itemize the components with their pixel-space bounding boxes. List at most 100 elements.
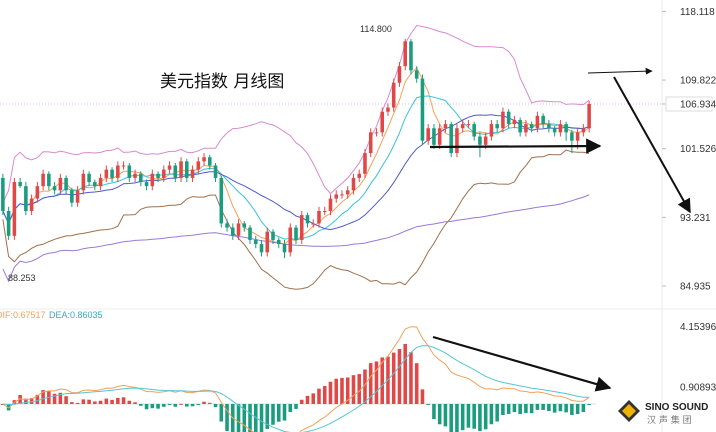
candle-body	[116, 165, 120, 178]
candle-body	[535, 115, 540, 129]
macd-bar	[443, 403, 448, 427]
logo-inner-icon	[622, 404, 636, 418]
macd-bar	[110, 399, 114, 404]
macd-bar	[116, 397, 120, 404]
macd-bar	[380, 357, 384, 404]
candle-body	[357, 173, 362, 178]
dea-label: DEA:0.86035	[49, 310, 103, 320]
candle-body	[1, 177, 5, 211]
dea-line	[2, 345, 590, 432]
candle-body	[587, 103, 591, 129]
macd-bar	[426, 403, 430, 405]
candle-body	[512, 119, 517, 125]
price-tick-label: 118.118	[680, 7, 715, 18]
boll-lower-line	[2, 149, 590, 290]
candle-body	[190, 169, 195, 178]
candle-body	[133, 173, 137, 178]
candle-body	[87, 173, 91, 183]
high-annotation: 114.800	[360, 24, 392, 34]
candle-body	[552, 128, 557, 133]
candle-body	[483, 136, 488, 145]
candle-body	[202, 157, 206, 162]
macd-bar	[236, 403, 241, 432]
candle-body	[345, 190, 350, 195]
price-tick-label: 109.822	[680, 76, 716, 87]
candle-body	[185, 161, 189, 178]
macd-bar	[340, 377, 344, 404]
candle-body	[489, 124, 494, 137]
watermark-text: SINO SOUND	[645, 402, 708, 413]
candle-body	[271, 231, 275, 240]
macd-bar	[541, 403, 545, 410]
macd-bar	[495, 403, 499, 422]
candle-body	[501, 111, 505, 129]
macd-bar	[259, 403, 264, 432]
macd-bar	[6, 403, 11, 411]
macd-bar	[357, 374, 362, 404]
candle-body	[121, 165, 126, 167]
candle-body	[248, 227, 252, 240]
macd-bar	[93, 401, 97, 404]
candle-body	[93, 182, 97, 187]
candle-body	[363, 153, 367, 174]
candle-body	[167, 165, 172, 170]
candle-body	[397, 66, 402, 83]
macd-bar	[248, 403, 252, 432]
macd-bar	[351, 375, 356, 404]
candle-body	[144, 182, 149, 187]
macd-bar	[512, 403, 517, 413]
macd-bar	[570, 403, 574, 415]
candle-body	[334, 194, 339, 199]
macd-bar	[397, 349, 402, 404]
candle-body	[98, 177, 103, 187]
macd-bar	[144, 403, 149, 410]
macd-bar	[162, 403, 166, 407]
macd-bar	[104, 398, 109, 404]
candle-body	[328, 198, 333, 211]
candle-body	[558, 124, 563, 133]
candle-body	[581, 128, 586, 133]
candle-body	[236, 223, 241, 236]
candle-body	[58, 177, 63, 191]
candle-body	[242, 223, 247, 228]
projection-arrow-down	[613, 76, 691, 214]
macd-bar	[558, 403, 563, 412]
macd-tick-label: 0.90893	[680, 382, 716, 393]
candle-body	[506, 111, 511, 125]
candle-body	[340, 194, 344, 196]
price-tick-label: 106.934	[680, 99, 716, 110]
bollinger-bands	[2, 24, 590, 290]
candle-body	[524, 124, 528, 133]
candle-body	[265, 231, 270, 253]
macd-bar	[58, 392, 63, 404]
macd-bar	[35, 394, 40, 404]
macd-bar	[524, 403, 528, 413]
macd-bar	[478, 403, 482, 431]
candle-body	[52, 186, 57, 191]
candle-body	[208, 157, 212, 166]
macd-bar	[98, 400, 103, 404]
macd-bar	[271, 403, 275, 425]
macd-bar	[489, 403, 494, 425]
macd-bar	[305, 395, 310, 404]
watermark-logo: SINO SOUND 汉 声 集 团	[618, 400, 708, 426]
candle-body	[391, 82, 396, 108]
macd-bar	[403, 343, 407, 404]
macd-bar	[311, 393, 316, 404]
candle-body	[104, 169, 109, 178]
macd-bar	[294, 403, 298, 409]
candle-body	[414, 70, 419, 79]
macd-bar	[29, 398, 34, 404]
macd-bar	[317, 388, 321, 404]
candle-body	[305, 215, 310, 224]
candle-body	[70, 190, 74, 203]
macd-bar	[552, 403, 557, 413]
macd-bar	[242, 403, 247, 432]
candle-body	[426, 128, 430, 141]
price-tick-label: 84.935	[680, 281, 711, 292]
candle-body	[386, 107, 390, 112]
macd-bar	[420, 389, 425, 404]
candle-body	[322, 210, 327, 212]
macd-bar	[432, 403, 436, 420]
